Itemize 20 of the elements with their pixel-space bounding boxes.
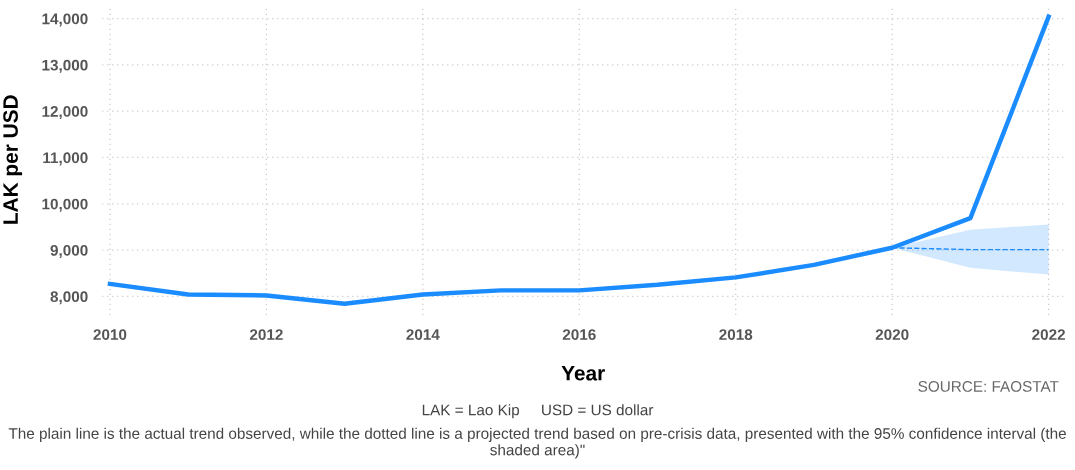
x-tick-label: 2016: [562, 329, 596, 341]
y-axis-title: LAK per USD: [3, 95, 23, 224]
y-tick-label: 11,000: [43, 152, 88, 166]
text: The plain line is the actual trend observed, while the dotted line is a projected trend based on pre-crisis data, presented with the 95% confidence interval (the shaded area)": [8, 427, 1066, 459]
y-tick-label: 10,000: [42, 198, 88, 212]
x-tick-label: 2018: [719, 329, 753, 341]
y-tick-label: 9,000: [50, 244, 88, 258]
x-axis-title: Year: [561, 366, 605, 381]
x-tick-label: 2012: [249, 329, 283, 341]
y-tick-label: 8,000: [50, 291, 88, 305]
x-tick-label: 2014: [406, 329, 440, 341]
y-tick-label: 13,000: [42, 59, 88, 73]
x-tick-label: 2022: [1032, 329, 1065, 341]
y-tick-label: 12,000: [42, 106, 88, 120]
x-tick-label: 2010: [93, 329, 127, 341]
text: LAK = Lao Kip USD = US dollar: [422, 404, 654, 419]
y-tick-label: 14,000: [42, 13, 88, 27]
line-series: [107, 14, 1051, 307]
source-note: SOURCE: FAOSTAT: [918, 381, 1059, 392]
x-tick-label: 2020: [875, 329, 909, 341]
